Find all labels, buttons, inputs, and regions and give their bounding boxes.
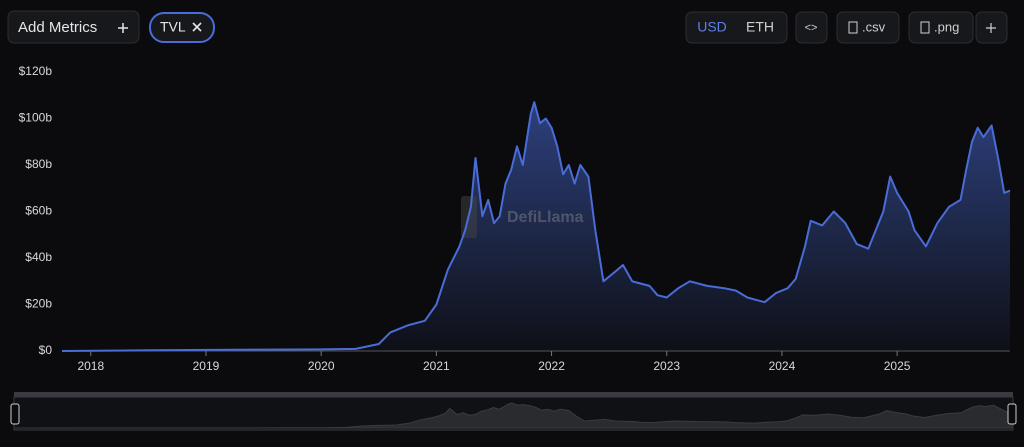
tvl-line (61, 101, 1011, 352)
x-tick-label: 2025 (884, 359, 911, 373)
embed-label: <> (805, 22, 818, 34)
y-tick-label: $80b (25, 157, 52, 171)
embed-button[interactable] (795, 11, 828, 44)
tvl-chip[interactable] (149, 12, 215, 43)
x-tick-label: 2018 (77, 359, 104, 373)
usd-option[interactable]: USD (697, 19, 727, 35)
y-tick-label: $60b (25, 204, 52, 218)
csv-label: .csv (862, 19, 886, 34)
file-icon (920, 21, 930, 34)
currency-toggle (685, 11, 788, 44)
y-tick-label: $120b (19, 64, 53, 78)
plus-icon (118, 23, 128, 33)
png-label: .png (934, 19, 959, 34)
y-tick-label: $0 (39, 343, 53, 357)
y-tick-label: $40b (25, 250, 52, 264)
area-fill (62, 102, 1010, 351)
brush-handle[interactable] (10, 403, 20, 425)
brush-preview (13, 402, 1014, 429)
y-tick-label: $20b (25, 297, 52, 311)
y-tick-label: $100b (19, 111, 53, 125)
add-metrics-label: Add Metrics (18, 19, 97, 36)
csv-button[interactable] (836, 11, 900, 44)
x-tick-label: 2021 (423, 359, 450, 373)
x-tick-label: 2020 (308, 359, 335, 373)
png-button[interactable] (908, 11, 974, 44)
eth-option[interactable]: ETH (746, 19, 774, 35)
close-icon[interactable] (192, 22, 202, 32)
add-metrics-button[interactable] (7, 10, 140, 44)
x-tick-label: 2024 (769, 359, 796, 373)
brush-handle[interactable] (1007, 403, 1017, 425)
x-tick-label: 2022 (538, 359, 565, 373)
file-icon (848, 21, 858, 34)
tvl-chip-label: TVL (160, 19, 186, 35)
x-tick-label: 2023 (653, 359, 680, 373)
watermark: DefiLlama (507, 209, 584, 226)
brush-bar[interactable] (14, 392, 1013, 397)
plus-icon (986, 23, 996, 33)
x-tick-label: 2019 (193, 359, 220, 373)
